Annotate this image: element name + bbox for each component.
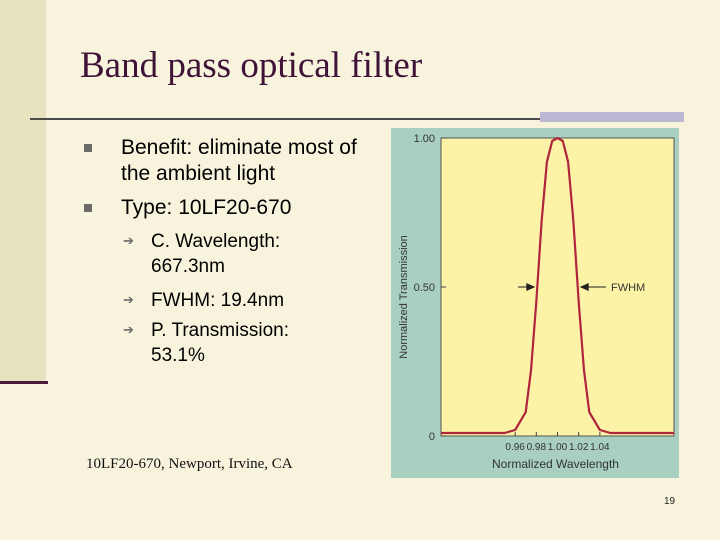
sub-bullet-transmission: P. Transmission: 53.1% [151, 320, 289, 366]
bullet-type: Type: 10LF20-670 [121, 196, 292, 219]
y-axis-label: Normalized Transmission [398, 235, 410, 358]
x-tick-label: 1.02 [569, 442, 589, 453]
transmission-curve [441, 136, 674, 435]
bullet-benefit: Benefit: eliminate most of the ambient l… [121, 136, 357, 185]
title-divider [30, 118, 684, 120]
sub-bullet-wavelength: C. Wavelength: 667.3nm [151, 231, 281, 277]
fwhm-arrowhead-left [526, 283, 536, 291]
bullet-marker [84, 204, 92, 212]
bullet-marker [84, 144, 92, 152]
x-tick-label: 1.04 [590, 442, 610, 453]
left-decoration-underline [0, 381, 48, 384]
x-axis-label: Normalized Wavelength [492, 457, 619, 471]
y-tick-label: 0 [429, 431, 435, 443]
left-decoration-bar [0, 0, 46, 383]
x-tick-label: 0.98 [527, 442, 547, 453]
x-tick-label: 0.96 [505, 442, 525, 453]
arrow-icon: ➔ [123, 292, 134, 307]
fwhm-label: FWHM [611, 282, 645, 294]
page-number: 19 [664, 496, 676, 507]
plot-area [440, 137, 675, 437]
slide-title: Band pass optical filter [80, 45, 423, 86]
fwhm-arrowhead-right [579, 283, 589, 291]
arrow-icon: ➔ [123, 322, 134, 337]
y-tick-label: 1.00 [414, 133, 435, 145]
y-tick-label: 0.50 [414, 282, 435, 294]
figure-caption: 10LF20-670, Newport, Irvine, CA [86, 456, 293, 472]
arrow-icon: ➔ [123, 233, 134, 248]
sub-bullet-fwhm: FWHM: 19.4nm [151, 290, 285, 311]
x-tick-label: 1.00 [548, 442, 568, 453]
title-accent-bar [540, 112, 684, 122]
